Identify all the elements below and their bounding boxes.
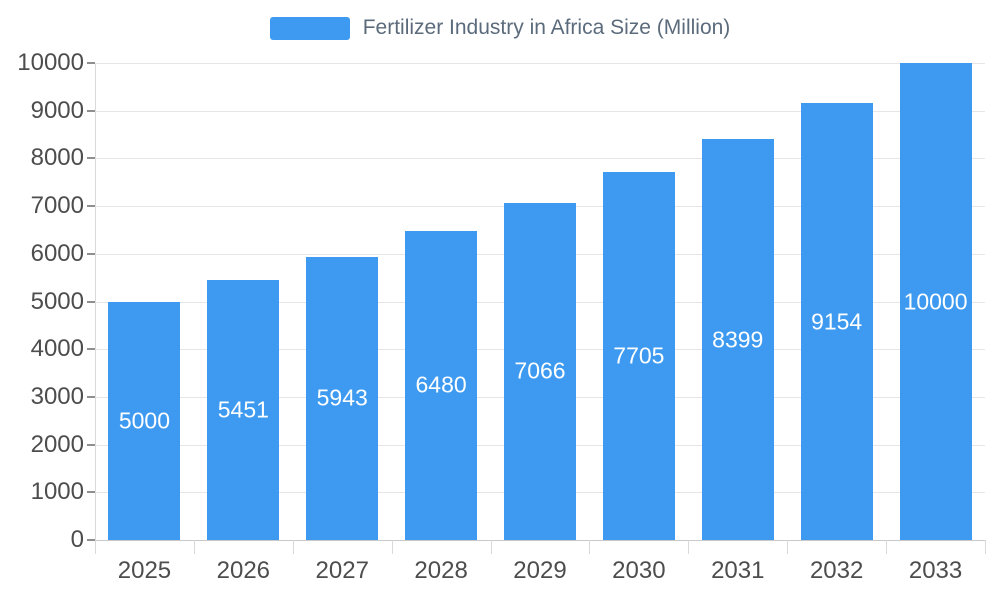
- bar-value-label: 8399: [712, 326, 764, 353]
- x-axis-tick: [688, 540, 690, 554]
- y-axis-label: 7000: [30, 192, 84, 220]
- bar[interactable]: 8399: [701, 139, 774, 540]
- bar-value-label: 9154: [811, 308, 863, 335]
- bar-value-label: 7705: [613, 342, 665, 369]
- y-axis-label: 3000: [30, 382, 84, 410]
- x-axis-label: 2031: [711, 557, 765, 584]
- legend-swatch[interactable]: [269, 16, 350, 40]
- y-axis-label: 8000: [30, 144, 84, 172]
- y-axis-label: 4000: [30, 335, 84, 363]
- x-axis-label: 2033: [908, 557, 963, 584]
- y-axis-label: 10000: [17, 49, 84, 76]
- bar-value-label: 5000: [118, 407, 171, 434]
- y-axis-labels: 0 1000 2000 3000 4000 5000 6000 7000 8000 9000 100…: [0, 49, 84, 553]
- legend[interactable]: Fertilizer Industry in Africa Size (Mill…: [0, 16, 1000, 40]
- x-axis-tick: [886, 540, 888, 554]
- plot-area: 5000 5451 5943 6480 7066 7705 8399 9154 10000: [95, 63, 985, 541]
- y-axis-tick: [87, 252, 95, 255]
- x-axis-tick: [589, 540, 591, 554]
- y-axis-label: 1000: [30, 478, 84, 506]
- bar[interactable]: 6480: [405, 230, 478, 540]
- y-axis-label: 2000: [30, 430, 84, 458]
- bar[interactable]: 5000: [108, 301, 181, 540]
- y-axis-label: 0: [70, 526, 84, 553]
- bar-value-label: 10000: [903, 288, 968, 314]
- bar-value-label: 5943: [316, 384, 368, 411]
- x-axis-label: 2032: [809, 557, 864, 584]
- x-axis-tick: [490, 540, 492, 554]
- x-axis-tick: [193, 540, 195, 554]
- bar[interactable]: 5451: [207, 280, 280, 540]
- x-axis-tick: [787, 540, 789, 554]
- x-axis-label: 2028: [414, 557, 468, 584]
- legend-label[interactable]: Fertilizer Industry in Africa Size (Mill…: [362, 16, 731, 39]
- x-axis-tick: [95, 540, 96, 554]
- bar-value-label: 6480: [415, 371, 467, 398]
- x-axis-label: 2030: [612, 557, 666, 584]
- y-axis-label: 5000: [30, 287, 84, 315]
- y-axis-tick: [87, 348, 95, 351]
- bar[interactable]: 7705: [602, 172, 675, 540]
- x-axis-tick: [292, 540, 294, 554]
- y-axis-tick: [87, 443, 95, 446]
- y-axis-label: 9000: [30, 96, 84, 124]
- gridline: [95, 540, 985, 541]
- gridline: [95, 63, 985, 64]
- y-axis-tick: [87, 205, 95, 208]
- x-axis-label: 2026: [216, 557, 271, 584]
- bar[interactable]: 7066: [504, 202, 576, 540]
- bar[interactable]: 9154: [800, 103, 873, 540]
- x-axis-label: 2027: [315, 557, 369, 584]
- y-axis-label: 6000: [30, 239, 84, 267]
- gridline: [95, 158, 985, 160]
- x-axis-label: 2029: [513, 557, 567, 584]
- y-axis-tick: [87, 539, 95, 541]
- y-axis-tick: [87, 491, 95, 494]
- y-axis-tick: [87, 62, 95, 64]
- gridline: [95, 110, 985, 112]
- y-axis-tick: [87, 300, 95, 303]
- x-axis-tick: [985, 540, 986, 554]
- x-axis-tick: [391, 540, 393, 554]
- y-axis-tick: [87, 395, 95, 398]
- bar-value-label: 5451: [217, 396, 269, 423]
- bar[interactable]: 10000: [899, 63, 972, 540]
- bar-value-label: 7066: [514, 357, 566, 384]
- x-axis-label: 2025: [117, 557, 172, 584]
- bar[interactable]: 5943: [306, 256, 379, 540]
- y-axis-tick: [87, 109, 95, 112]
- y-axis-tick: [87, 157, 95, 160]
